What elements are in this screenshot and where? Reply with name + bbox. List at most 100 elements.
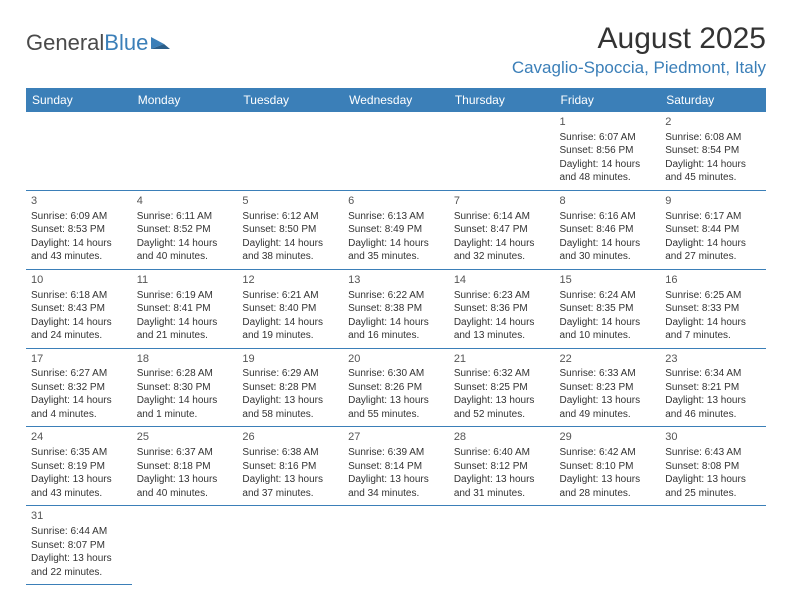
sunset-line: Sunset: 8:44 PM [665,223,761,237]
sunrise-line: Sunrise: 6:38 AM [242,446,338,460]
calendar-cell [343,112,449,190]
daylight-line: Daylight: 13 hours and 34 minutes. [348,473,444,500]
calendar-cell: 25Sunrise: 6:37 AMSunset: 8:18 PMDayligh… [132,427,238,506]
sunrise-line: Sunrise: 6:35 AM [31,446,127,460]
daylight-line: Daylight: 13 hours and 55 minutes. [348,394,444,421]
daylight-line: Daylight: 13 hours and 31 minutes. [454,473,550,500]
daylight-line: Daylight: 14 hours and 32 minutes. [454,237,550,264]
day-number: 23 [665,352,761,367]
day-number: 22 [560,352,656,367]
day-number: 9 [665,194,761,209]
calendar-cell: 10Sunrise: 6:18 AMSunset: 8:43 PMDayligh… [26,269,132,348]
sunset-line: Sunset: 8:41 PM [137,302,233,316]
sunset-line: Sunset: 8:26 PM [348,381,444,395]
day-number: 17 [31,352,127,367]
day-number: 11 [137,273,233,288]
sunrise-line: Sunrise: 6:17 AM [665,210,761,224]
sunset-line: Sunset: 8:14 PM [348,460,444,474]
location-label: Cavaglio-Spoccia, Piedmont, Italy [512,58,766,78]
calendar-cell: 20Sunrise: 6:30 AMSunset: 8:26 PMDayligh… [343,348,449,427]
day-number: 13 [348,273,444,288]
calendar-cell: 27Sunrise: 6:39 AMSunset: 8:14 PMDayligh… [343,427,449,506]
daylight-line: Daylight: 13 hours and 37 minutes. [242,473,338,500]
daylight-line: Daylight: 14 hours and 30 minutes. [560,237,656,264]
sunrise-line: Sunrise: 6:32 AM [454,367,550,381]
daylight-line: Daylight: 13 hours and 28 minutes. [560,473,656,500]
day-number: 14 [454,273,550,288]
calendar-cell [237,112,343,190]
day-number: 6 [348,194,444,209]
day-number: 7 [454,194,550,209]
daylight-line: Daylight: 14 hours and 45 minutes. [665,158,761,185]
sunset-line: Sunset: 8:36 PM [454,302,550,316]
brand-part1: General [26,30,104,56]
calendar-cell: 8Sunrise: 6:16 AMSunset: 8:46 PMDaylight… [555,190,661,269]
calendar-cell [449,506,555,585]
calendar-cell: 22Sunrise: 6:33 AMSunset: 8:23 PMDayligh… [555,348,661,427]
day-number: 25 [137,430,233,445]
sunset-line: Sunset: 8:07 PM [31,539,127,553]
weekday-header: Wednesday [343,88,449,112]
weekday-header: Monday [132,88,238,112]
sunset-line: Sunset: 8:40 PM [242,302,338,316]
day-number: 8 [560,194,656,209]
daylight-line: Daylight: 14 hours and 40 minutes. [137,237,233,264]
day-number: 28 [454,430,550,445]
calendar-cell [26,112,132,190]
day-number: 29 [560,430,656,445]
calendar-cell: 5Sunrise: 6:12 AMSunset: 8:50 PMDaylight… [237,190,343,269]
day-number: 10 [31,273,127,288]
calendar-cell: 6Sunrise: 6:13 AMSunset: 8:49 PMDaylight… [343,190,449,269]
sunrise-line: Sunrise: 6:22 AM [348,289,444,303]
sunrise-line: Sunrise: 6:25 AM [665,289,761,303]
month-title: August 2025 [512,22,766,56]
weekday-header: Saturday [660,88,766,112]
calendar-cell: 18Sunrise: 6:28 AMSunset: 8:30 PMDayligh… [132,348,238,427]
sunset-line: Sunset: 8:35 PM [560,302,656,316]
day-number: 2 [665,115,761,130]
sunrise-line: Sunrise: 6:18 AM [31,289,127,303]
daylight-line: Daylight: 14 hours and 7 minutes. [665,316,761,343]
sunrise-line: Sunrise: 6:23 AM [454,289,550,303]
calendar-cell: 13Sunrise: 6:22 AMSunset: 8:38 PMDayligh… [343,269,449,348]
daylight-line: Daylight: 13 hours and 52 minutes. [454,394,550,421]
sunset-line: Sunset: 8:18 PM [137,460,233,474]
day-number: 16 [665,273,761,288]
daylight-line: Daylight: 13 hours and 25 minutes. [665,473,761,500]
calendar-cell: 11Sunrise: 6:19 AMSunset: 8:41 PMDayligh… [132,269,238,348]
daylight-line: Daylight: 14 hours and 24 minutes. [31,316,127,343]
sunset-line: Sunset: 8:49 PM [348,223,444,237]
flag-icon [150,35,172,53]
sunset-line: Sunset: 8:52 PM [137,223,233,237]
day-number: 5 [242,194,338,209]
calendar-cell [343,506,449,585]
sunset-line: Sunset: 8:23 PM [560,381,656,395]
weekday-header: Friday [555,88,661,112]
sunset-line: Sunset: 8:32 PM [31,381,127,395]
calendar-cell: 1Sunrise: 6:07 AMSunset: 8:56 PMDaylight… [555,112,661,190]
sunset-line: Sunset: 8:25 PM [454,381,550,395]
sunset-line: Sunset: 8:28 PM [242,381,338,395]
weekday-header: Tuesday [237,88,343,112]
daylight-line: Daylight: 14 hours and 13 minutes. [454,316,550,343]
day-number: 24 [31,430,127,445]
day-number: 20 [348,352,444,367]
sunset-line: Sunset: 8:46 PM [560,223,656,237]
daylight-line: Daylight: 14 hours and 10 minutes. [560,316,656,343]
sunrise-line: Sunrise: 6:34 AM [665,367,761,381]
calendar-cell: 15Sunrise: 6:24 AMSunset: 8:35 PMDayligh… [555,269,661,348]
day-number: 18 [137,352,233,367]
sunrise-line: Sunrise: 6:07 AM [560,131,656,145]
calendar-cell: 21Sunrise: 6:32 AMSunset: 8:25 PMDayligh… [449,348,555,427]
sunset-line: Sunset: 8:30 PM [137,381,233,395]
sunrise-line: Sunrise: 6:42 AM [560,446,656,460]
day-number: 19 [242,352,338,367]
sunrise-line: Sunrise: 6:29 AM [242,367,338,381]
sunset-line: Sunset: 8:53 PM [31,223,127,237]
sunrise-line: Sunrise: 6:14 AM [454,210,550,224]
calendar-cell: 26Sunrise: 6:38 AMSunset: 8:16 PMDayligh… [237,427,343,506]
daylight-line: Daylight: 14 hours and 19 minutes. [242,316,338,343]
sunrise-line: Sunrise: 6:44 AM [31,525,127,539]
calendar-cell [132,112,238,190]
weekday-header: Sunday [26,88,132,112]
